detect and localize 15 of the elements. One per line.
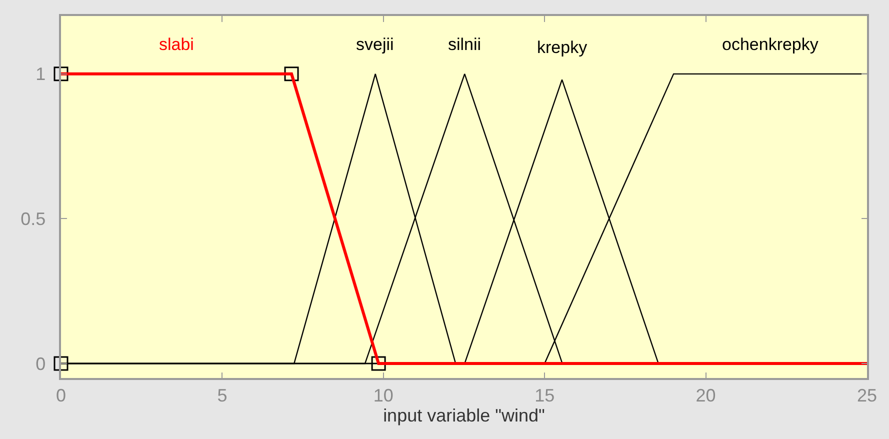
series-label: slabi xyxy=(159,35,194,54)
y-tick-label: 0.5 xyxy=(20,209,46,230)
x-tick-label: 5 xyxy=(217,385,228,406)
x-axis-title: input variable "wind" xyxy=(383,405,545,426)
x-tick-label: 20 xyxy=(696,385,716,406)
series-label: krepky xyxy=(537,38,588,57)
x-tick-label: 0 xyxy=(56,385,66,406)
series-label: silnii xyxy=(448,35,482,54)
series-label: svejii xyxy=(356,35,394,54)
x-tick-label: 15 xyxy=(534,385,555,406)
series-label: ochenkrepky xyxy=(722,35,819,54)
y-tick-label: 0 xyxy=(36,354,46,374)
y-tick-label: 1 xyxy=(36,64,46,84)
x-tick-label: 10 xyxy=(373,385,394,406)
x-tick-label: 25 xyxy=(856,385,878,406)
